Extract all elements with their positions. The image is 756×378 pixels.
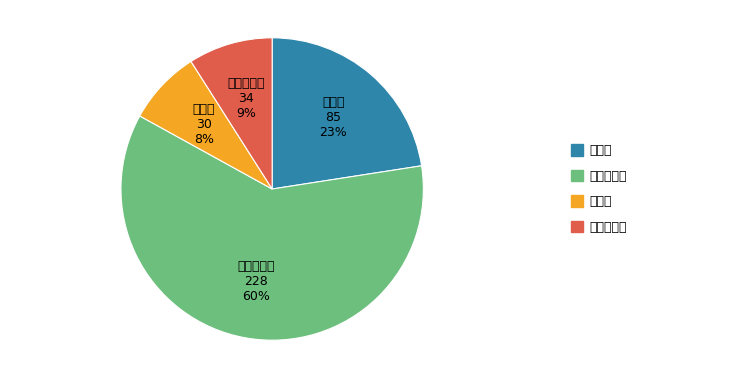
Wedge shape	[272, 38, 422, 189]
Text: 同じぐらい
228
60%: 同じぐらい 228 60%	[237, 260, 274, 303]
Text: 減った
30
8%: 減った 30 8%	[193, 103, 215, 146]
Wedge shape	[191, 38, 272, 189]
Wedge shape	[140, 62, 272, 189]
Wedge shape	[121, 116, 423, 340]
Text: わからない
34
9%: わからない 34 9%	[228, 77, 265, 121]
Legend: 増えた, 同じぐらい, 減った, わからない: 増えた, 同じぐらい, 減った, わからない	[565, 139, 632, 239]
Text: 増えた
85
23%: 増えた 85 23%	[319, 96, 347, 139]
